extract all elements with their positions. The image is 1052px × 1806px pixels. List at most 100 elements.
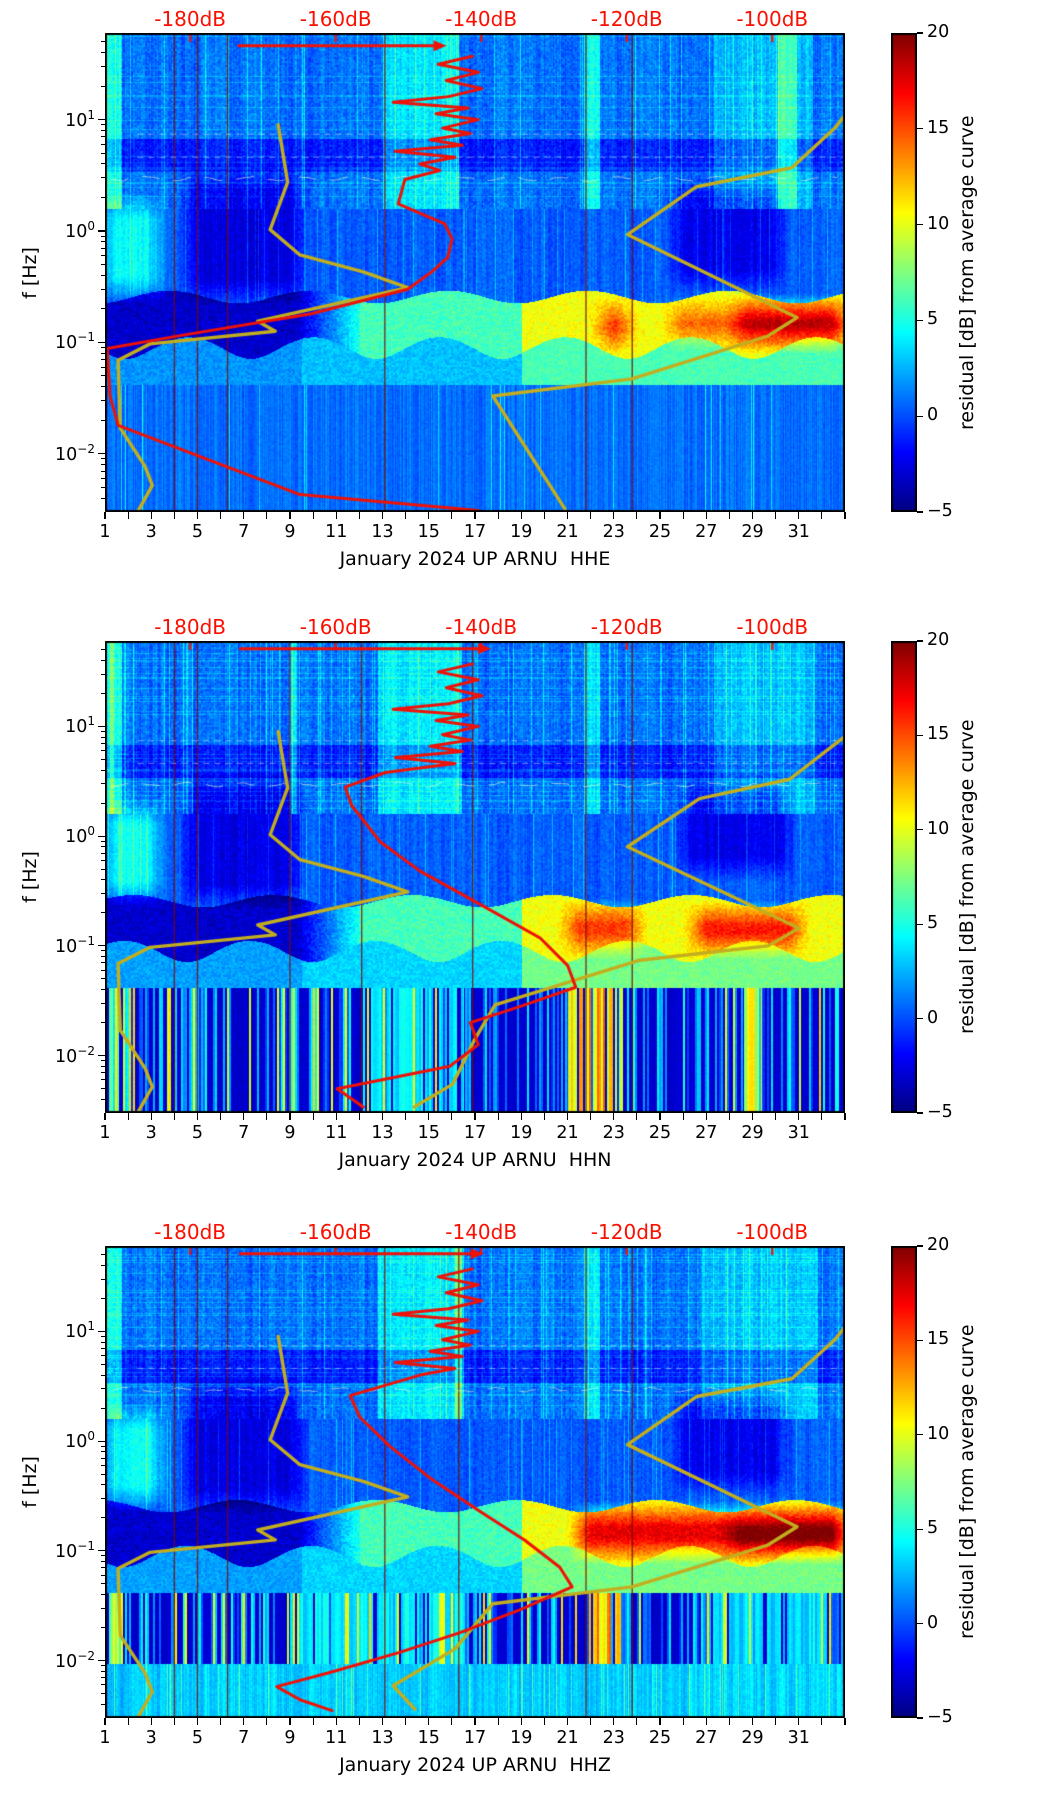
top-axis-tick-label: -180dB — [154, 1220, 227, 1244]
colorbar-tick — [917, 923, 923, 925]
x-axis-tick — [220, 1718, 222, 1725]
x-axis-tick — [497, 1718, 499, 1725]
colorbar-canvas-hhn — [891, 641, 917, 1113]
y-axis-minor-tick — [101, 736, 105, 738]
y-axis-minor-tick — [101, 956, 105, 957]
y-axis-minor-tick — [101, 177, 105, 179]
colorbar-label: residual [dB] from average curve — [956, 115, 978, 430]
y-axis-minor-tick — [101, 464, 105, 466]
x-axis-tick — [381, 512, 384, 519]
x-tick-label: 25 — [648, 1728, 672, 1748]
y-axis-minor-tick — [101, 288, 105, 290]
x-axis-tick — [173, 1113, 175, 1120]
colorbar-tick — [917, 1112, 923, 1114]
x-tick-label: 27 — [695, 1728, 718, 1748]
x-tick-label: 9 — [284, 1728, 296, 1748]
x-axis-tick — [358, 512, 360, 519]
colorbar-tick-label: 20 — [927, 630, 950, 650]
x-tick-label: 7 — [238, 1728, 250, 1748]
y-axis-minor-tick — [101, 458, 105, 460]
top-axis-tick-label: -160dB — [299, 1220, 372, 1244]
colorbar-tick — [917, 1528, 923, 1530]
x-tick-label: 3 — [145, 522, 157, 542]
x-axis-tick — [798, 512, 800, 519]
y-axis-minor-tick — [101, 1022, 105, 1024]
y-axis-minor-tick — [101, 1355, 105, 1357]
x-axis-tick — [196, 512, 199, 519]
y-tick-label: 10−1 — [55, 330, 95, 354]
x-axis-tick — [751, 1718, 754, 1725]
x-axis-tick — [104, 512, 106, 519]
y-axis-minor-tick — [101, 1484, 105, 1486]
x-axis-tick — [497, 512, 499, 519]
top-axis-tick-label: -160dB — [299, 7, 372, 31]
colorbar-label: residual [dB] from average curve — [956, 1324, 978, 1640]
x-axis-tick — [266, 512, 268, 519]
x-axis-tick — [243, 1718, 245, 1725]
x-axis-tick — [590, 512, 592, 519]
colorbar-tick-label: 5 — [927, 309, 939, 330]
y-axis-minor-tick — [101, 750, 105, 752]
y-axis-major-tick — [98, 453, 105, 455]
y-axis-minor-tick — [101, 893, 105, 895]
x-tick-label: 31 — [787, 1123, 810, 1143]
y-axis-minor-tick — [101, 868, 105, 870]
y-axis-minor-tick — [101, 1388, 105, 1390]
y-axis-minor-tick — [101, 359, 105, 361]
y-axis-minor-tick — [101, 1374, 105, 1376]
x-axis-tick — [335, 1113, 337, 1120]
y-axis-minor-tick — [101, 846, 105, 848]
x-axis-tick — [751, 1113, 754, 1120]
x-axis-tick — [428, 1113, 430, 1120]
y-axis-label: f [Hz] — [19, 851, 41, 903]
y-axis-minor-tick — [101, 247, 105, 249]
x-axis-tick — [474, 512, 476, 519]
y-axis-minor-tick — [101, 366, 105, 368]
y-axis-minor-tick — [101, 124, 105, 126]
y-axis-minor-tick — [101, 1065, 105, 1067]
y-axis-minor-tick — [101, 1555, 105, 1557]
y-axis-minor-tick — [101, 1072, 105, 1074]
x-axis-tick — [451, 512, 453, 519]
y-axis-minor-tick — [101, 346, 105, 348]
y-axis-minor-tick — [101, 1278, 105, 1280]
y-axis-minor-tick — [101, 274, 105, 276]
x-tick-label: 25 — [648, 1123, 672, 1143]
x-axis-tick — [705, 1718, 707, 1725]
x-axis-tick — [798, 1113, 800, 1120]
x-axis-tick — [127, 1718, 129, 1725]
colorbar-tick-label: −5 — [927, 1102, 953, 1122]
colorbar-tick — [917, 319, 923, 321]
colorbar-tick — [917, 224, 923, 226]
x-axis-tick — [150, 1718, 152, 1725]
y-tick-label: 10−1 — [55, 1538, 95, 1562]
x-axis-tick — [220, 512, 222, 519]
x-tick-label: 9 — [284, 522, 296, 542]
x-axis-tick — [682, 1718, 684, 1725]
x-axis-tick — [821, 1113, 823, 1120]
y-axis-minor-tick — [101, 1627, 105, 1629]
y-axis-minor-tick — [101, 1464, 105, 1466]
x-axis-tick — [728, 1113, 730, 1120]
x-axis-tick — [705, 512, 707, 519]
colorbar-tick — [917, 1339, 923, 1341]
y-axis-minor-tick — [101, 659, 105, 661]
y-axis-minor-tick — [101, 692, 105, 694]
x-axis-tick — [682, 512, 684, 519]
x-tick-label: 7 — [238, 1123, 250, 1143]
y-axis-minor-tick — [101, 783, 105, 785]
x-axis-tick — [451, 1113, 453, 1120]
x-axis-tick — [127, 1113, 129, 1120]
x-axis-tick — [289, 512, 291, 519]
colorbar-tick-label: 15 — [927, 117, 950, 138]
y-axis-minor-tick — [101, 419, 105, 421]
x-axis-tick — [520, 512, 522, 519]
y-axis-minor-tick — [101, 1703, 105, 1705]
y-axis-minor-tick — [101, 143, 105, 145]
colorbar-tick — [917, 1717, 923, 1719]
colorbar-label: residual [dB] from average curve — [956, 719, 978, 1035]
y-axis-minor-tick — [101, 52, 105, 54]
x-axis-tick — [775, 1718, 777, 1725]
colorbar-tick — [917, 829, 923, 831]
colorbar-tick-label: 0 — [927, 405, 939, 426]
